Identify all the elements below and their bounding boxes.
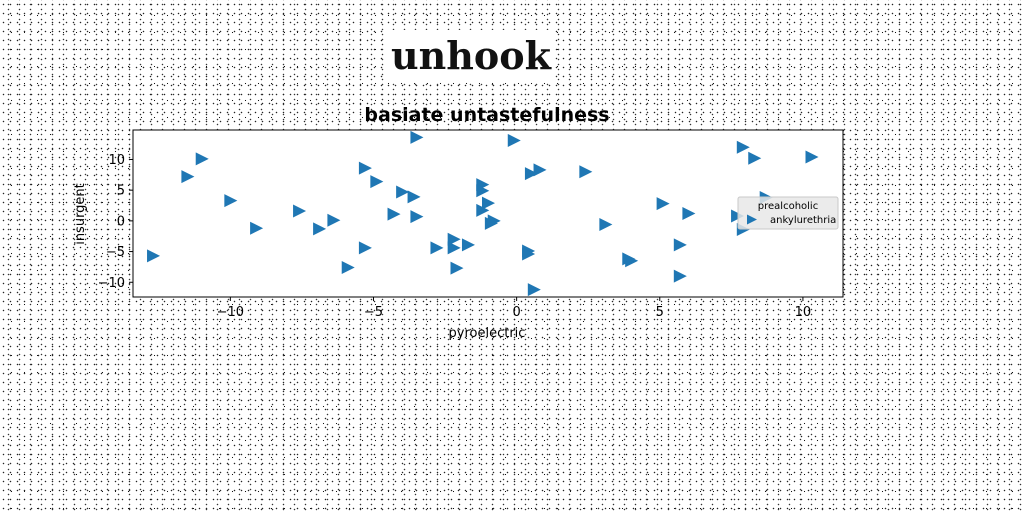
data-point [358, 161, 372, 175]
data-point [461, 238, 475, 252]
data-point [736, 140, 750, 154]
data-point [507, 133, 521, 147]
page-title: unhook [387, 30, 555, 82]
data-point [482, 196, 495, 210]
data-point [625, 254, 639, 268]
y-axis: −10 −5 0 5 10 [98, 153, 133, 291]
data-point [599, 218, 613, 232]
data-point [447, 241, 461, 255]
y-tick-label: 5 [117, 184, 125, 199]
data-point [410, 210, 424, 224]
y-tick-label: 0 [117, 214, 125, 229]
legend-box [737, 196, 839, 230]
data-point [673, 238, 687, 252]
x-axis-label: pyroelectric [449, 326, 526, 341]
data-point [447, 232, 461, 246]
data-point [410, 130, 424, 144]
data-point [673, 269, 687, 283]
chart-title: basiate untastefulness [364, 104, 609, 126]
data-point [524, 167, 538, 181]
data-point [522, 247, 536, 261]
data-point [527, 283, 541, 297]
x-tick-label: 10 [795, 305, 812, 320]
data-point [805, 150, 819, 164]
y-tick-label: 10 [108, 153, 125, 168]
x-tick-label: −10 [217, 305, 244, 320]
data-point [313, 222, 327, 236]
data-point [476, 203, 490, 217]
data-point [358, 241, 372, 255]
data-point [579, 165, 593, 179]
data-point [656, 197, 670, 211]
data-point [293, 204, 307, 218]
data-point [224, 194, 238, 208]
data-point [533, 163, 547, 177]
data-markers [147, 130, 819, 297]
data-point [341, 261, 355, 275]
x-tick-label: 0 [512, 305, 520, 320]
data-point [147, 249, 161, 263]
data-point [476, 184, 490, 198]
data-point [682, 207, 696, 220]
data-point [181, 170, 195, 184]
data-point [430, 241, 444, 255]
x-axis: −10 −5 0 5 10 [217, 297, 812, 320]
y-axis-label: insurgent [73, 183, 88, 245]
legend-entry-label: ankylurethria [770, 215, 836, 226]
plot-area [133, 130, 843, 297]
data-point [396, 185, 410, 199]
data-point [407, 190, 421, 204]
y-tick-label: −10 [98, 276, 125, 291]
data-point [387, 207, 401, 221]
x-tick-label: 5 [656, 305, 664, 320]
legend-title: prealcoholic [758, 201, 818, 212]
data-point [195, 152, 209, 166]
plot-frame [132, 129, 844, 298]
y-tick-label: −5 [106, 245, 125, 260]
legend: prealcoholic ankylurethria [737, 196, 839, 230]
data-point [748, 151, 762, 165]
legend-marker [747, 214, 757, 225]
data-point [327, 213, 341, 227]
data-point [450, 261, 464, 275]
data-point [370, 175, 384, 189]
data-point [487, 214, 501, 228]
x-tick-label: −5 [364, 305, 383, 320]
data-point [250, 221, 264, 235]
